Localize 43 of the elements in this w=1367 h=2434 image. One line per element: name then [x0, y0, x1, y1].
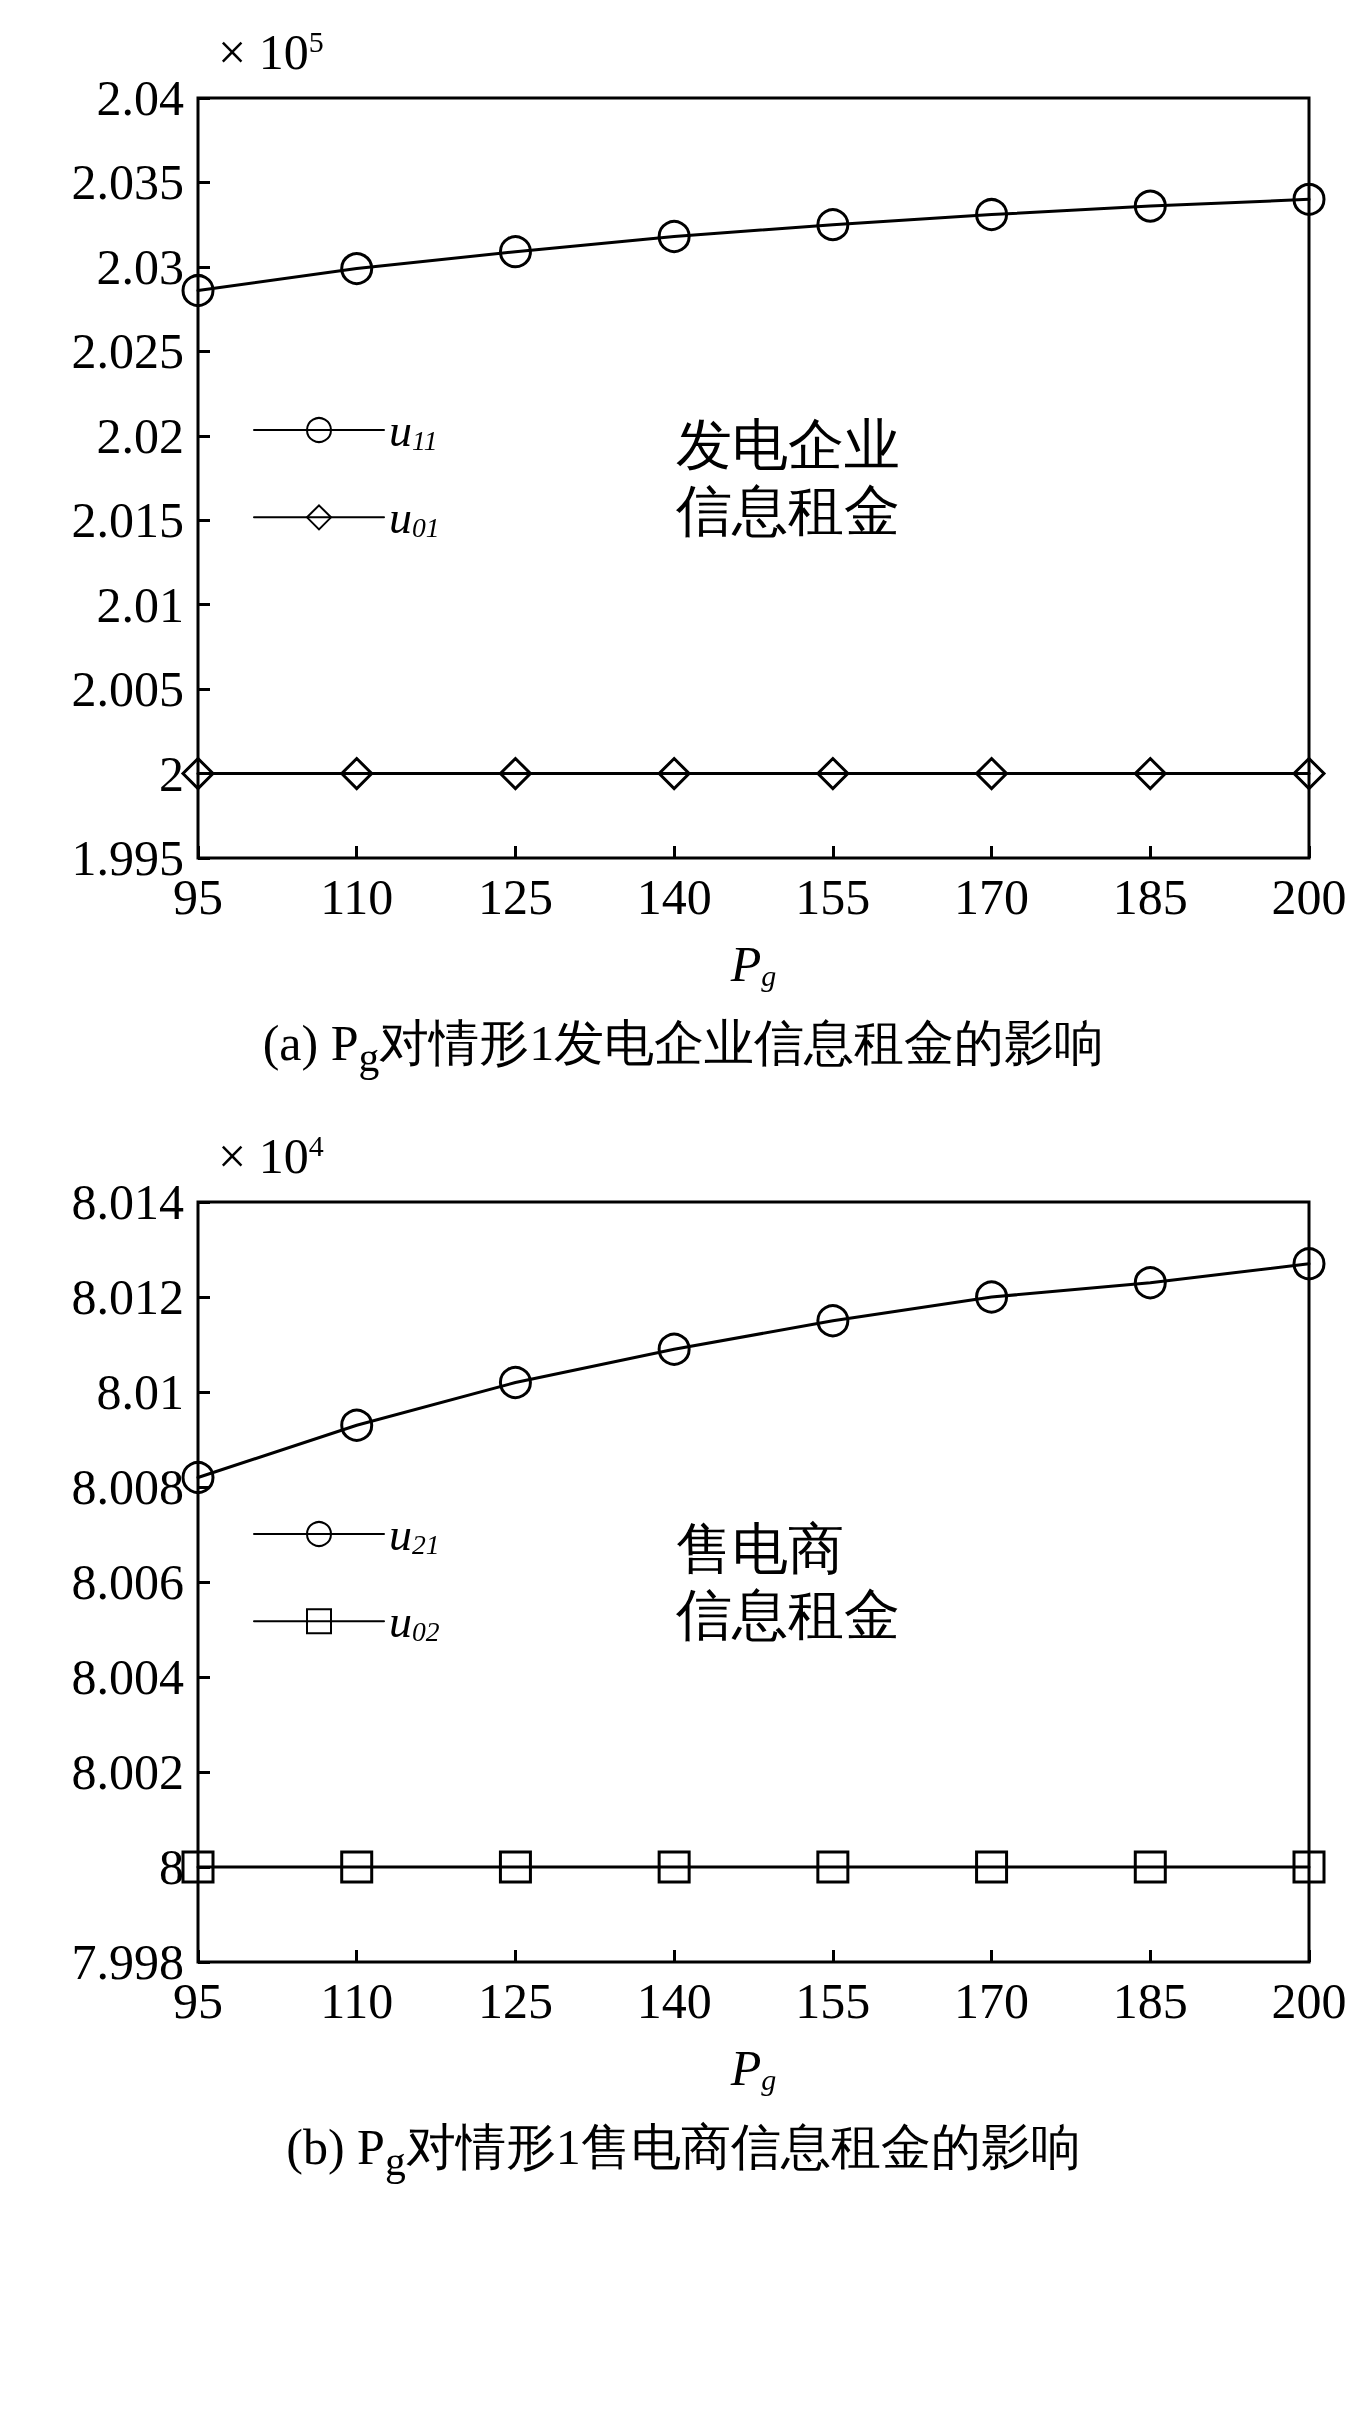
x-tick-label: 155 [795, 1973, 871, 2029]
y-tick-label: 8.004 [71, 1649, 184, 1705]
text: (b) P$_{g}$对情形1售电商信息租金的影响 [285, 2118, 1082, 2186]
x-tick-label: 140 [636, 869, 712, 925]
x-tick-label: 125 [477, 1973, 553, 2029]
y-tick-label: 8.01 [96, 1364, 184, 1420]
annotation: 售电商 [675, 1518, 844, 1581]
y-tick-label: 2.04 [96, 70, 184, 126]
x-axis-title: Pg [729, 2040, 777, 2097]
x-tick-label: 125 [477, 869, 553, 925]
x-tick-label: 185 [1112, 869, 1188, 925]
annotation: 信息租金 [675, 1584, 900, 1647]
y-tick-label: 2.03 [96, 238, 184, 295]
legend-label: u01 [389, 491, 440, 544]
legend-label: u21 [389, 1508, 440, 1560]
y-tick-label: 2.035 [71, 154, 184, 211]
x-tick-label: 155 [795, 869, 871, 925]
x-tick-label: 170 [954, 1973, 1030, 2029]
y-tick-label: 8.006 [71, 1554, 184, 1610]
y-tick-label: 2 [159, 745, 184, 802]
x-tick-label: 170 [954, 869, 1030, 925]
x-axis-title: Pg [729, 936, 777, 993]
x-tick-label: 140 [636, 1973, 712, 2029]
text: (a) P$_{g}$对情形1发电企业信息租金的影响 [261, 1014, 1106, 1082]
x-tick-label: 110 [320, 869, 394, 925]
y-tick-label: 2.02 [96, 407, 184, 464]
x-tick-label: 185 [1112, 1973, 1188, 2029]
y-tick-label: 8 [159, 1839, 184, 1895]
y-tick-label: 8.008 [71, 1459, 184, 1515]
x-tick-label: 200 [1271, 869, 1347, 925]
y-tick-label: 2.015 [71, 492, 184, 549]
y-tick-label: 8.014 [71, 1174, 184, 1230]
y-tick-label: 2.01 [96, 576, 184, 633]
x-tick-label: 200 [1271, 1973, 1347, 2029]
y-tick-label: 2.025 [71, 323, 184, 380]
annotation: 发电企业 [675, 414, 900, 477]
y-tick-label: 8.002 [71, 1744, 184, 1800]
legend-label: u11 [389, 404, 438, 456]
x-tick-label: 110 [320, 1973, 394, 2029]
annotation: 信息租金 [675, 480, 900, 543]
y-tick-label: 2.005 [71, 661, 184, 718]
y-tick-label: 8.012 [71, 1269, 184, 1325]
legend-label: u02 [389, 1595, 440, 1648]
